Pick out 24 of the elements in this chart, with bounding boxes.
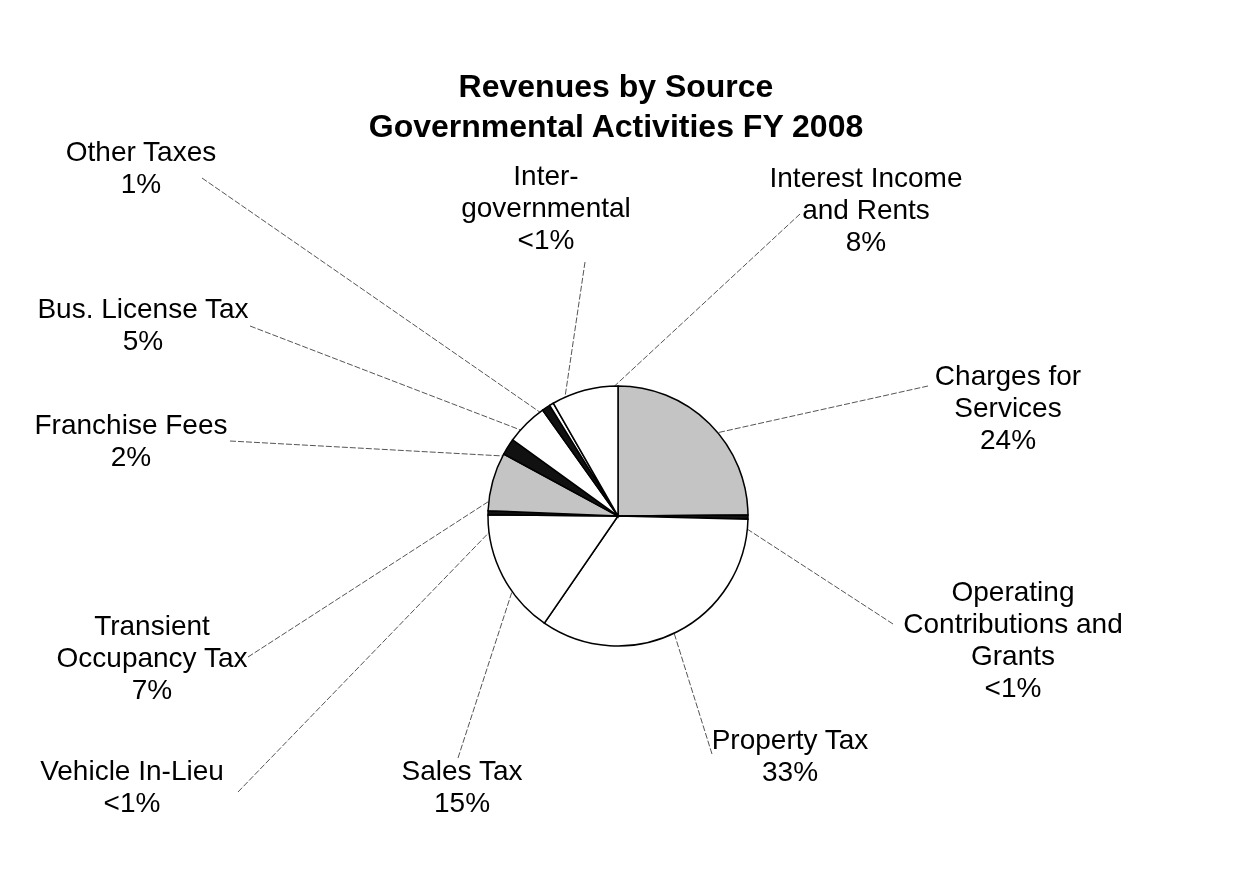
data-label: 15% xyxy=(433,787,491,818)
slice-label: Operating Contributions and Grants xyxy=(903,576,1123,671)
data-label: 8% xyxy=(845,226,887,257)
data-label: 5% xyxy=(122,325,164,356)
slice-label: Charges for Services xyxy=(934,360,1082,423)
data-label: 1% xyxy=(120,168,162,199)
slice-label: Interest Income and Rents xyxy=(769,162,963,225)
data-label: <1% xyxy=(103,787,161,818)
chart-subtitle: Governmental Activities FY 2008 xyxy=(368,108,864,144)
slice-label: Vehicle In-Lieu xyxy=(40,755,224,786)
data-label: 33% xyxy=(761,756,819,787)
slice-label: Inter- governmental xyxy=(461,160,631,223)
data-label: 2% xyxy=(110,441,152,472)
slice-label: Property Tax xyxy=(711,724,869,755)
slice-label: Bus. License Tax xyxy=(37,293,249,324)
data-label: 7% xyxy=(131,674,173,705)
slice-label: Franchise Fees xyxy=(34,409,228,440)
data-label: 24% xyxy=(979,424,1037,455)
chart-title: Revenues by Source xyxy=(458,68,774,104)
slice-label: Transient Occupancy Tax xyxy=(56,610,248,673)
slice-label: Sales Tax xyxy=(401,755,523,786)
data-label: <1% xyxy=(984,672,1042,703)
slice-label: Other Taxes xyxy=(65,136,217,167)
data-label: <1% xyxy=(517,224,575,255)
